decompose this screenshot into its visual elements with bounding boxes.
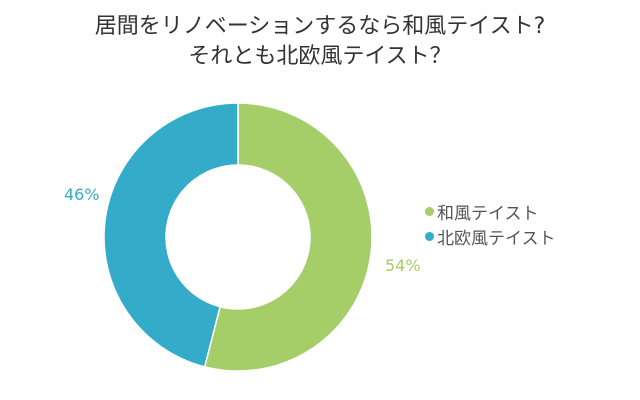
donut-slices bbox=[103, 102, 373, 372]
chart-title: 居間をリノベーションするなら和風テイスト? それとも北欧風テイスト？ bbox=[0, 12, 640, 72]
legend: 和風テイスト 北欧風テイスト bbox=[425, 199, 556, 249]
legend-item-wafu[interactable]: 和風テイスト bbox=[425, 199, 556, 224]
wafu-percent-label: 54% bbox=[385, 256, 421, 275]
donut-slice-1[interactable] bbox=[103, 102, 239, 368]
legend-label: 北欧風テイスト bbox=[437, 229, 556, 249]
chart-title-line1: 居間をリノベーションするなら和風テイスト? bbox=[94, 14, 546, 39]
legend-item-hokuo[interactable]: 北欧風テイスト bbox=[425, 224, 556, 249]
donut-slice-0[interactable] bbox=[203, 102, 373, 372]
hokuo-percent-label: 46% bbox=[64, 185, 100, 204]
legend-label: 和風テイスト bbox=[437, 204, 539, 224]
legend-dot-icon bbox=[425, 207, 434, 216]
chart-title-line2: それとも北欧風テイスト？ bbox=[188, 44, 452, 69]
legend-dot-icon bbox=[425, 232, 434, 241]
